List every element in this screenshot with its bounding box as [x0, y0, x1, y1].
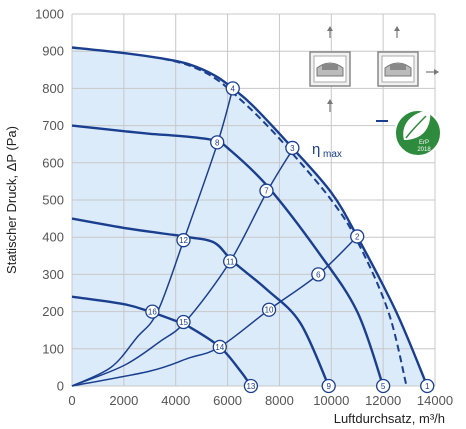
svg-text:7: 7	[264, 187, 269, 196]
y-tick-label: 300	[42, 267, 64, 282]
y-tick-label: 800	[42, 81, 64, 96]
erp-2018-badge: ErP 2018	[394, 109, 442, 157]
operating-point-12: 12	[176, 233, 191, 248]
svg-text:5: 5	[381, 382, 386, 391]
svg-text:2: 2	[355, 232, 360, 241]
operating-point-9: 9	[321, 378, 336, 394]
y-tick-labels: 0 100 200 300 400 500 600 700 800 900 1000	[35, 7, 64, 394]
y-tick-label: 600	[42, 155, 64, 170]
vertical-flow-fan-icon	[309, 26, 351, 112]
operating-point-7: 7	[259, 183, 274, 198]
x-tick-label: 4000	[161, 393, 190, 408]
svg-text:3: 3	[290, 144, 295, 153]
x-axis-title: Luftdurchsatz, m³/h	[334, 411, 445, 426]
svg-text:16: 16	[148, 308, 157, 317]
x-tick-label: 8000	[265, 393, 294, 408]
operating-point-15: 15	[176, 314, 191, 330]
eta-max-curve	[162, 57, 408, 387]
svg-text:1: 1	[425, 382, 430, 391]
operating-point-14: 14	[212, 339, 227, 355]
y-tick-label: 100	[42, 341, 64, 356]
svg-text:8: 8	[215, 138, 220, 147]
svg-text:11: 11	[226, 257, 235, 266]
operating-point-1: 1	[420, 378, 435, 394]
y-tick-label: 1000	[35, 7, 64, 22]
operating-point-4: 4	[225, 81, 240, 96]
svg-text:15: 15	[179, 318, 188, 327]
fan-curve	[71, 46, 429, 387]
operating-point-5: 5	[375, 378, 391, 394]
x-tick-label: 0	[68, 393, 75, 408]
fan-curve	[71, 217, 330, 387]
operating-point-13: 13	[243, 378, 259, 394]
operating-point-8: 8	[210, 135, 225, 150]
y-tick-label: 700	[42, 118, 64, 133]
svg-text:13: 13	[246, 382, 255, 391]
erp-badge-year: 2018	[417, 147, 431, 153]
eta-legend-symbol: η	[312, 141, 320, 158]
y-tick-label: 0	[57, 379, 64, 394]
operating-point-10: 10	[261, 302, 277, 317]
svg-text:10: 10	[265, 306, 274, 315]
svg-text:14: 14	[215, 343, 224, 352]
eta-max-legend: η max	[312, 120, 388, 160]
x-tick-label: 12000	[365, 393, 401, 408]
svg-text:9: 9	[326, 382, 331, 391]
svg-text:4: 4	[231, 84, 236, 93]
eta-legend-suffix: max	[323, 149, 342, 160]
x-tick-label: 14000	[417, 393, 453, 408]
y-tick-label: 500	[42, 193, 64, 208]
x-tick-label: 6000	[213, 393, 242, 408]
x-tick-label: 2000	[109, 393, 138, 408]
operating-point-6: 6	[311, 267, 326, 282]
x-tick-labels: 0 2000 4000 6000 8000 10000 12000 14000	[68, 393, 453, 408]
svg-text:12: 12	[179, 236, 188, 245]
erp-badge-label: ErP	[419, 140, 429, 146]
y-axis-title: Statischer Druck, ΔP (Pa)	[4, 126, 19, 274]
operating-point-16: 16	[145, 304, 160, 319]
operating-area-fill	[72, 47, 428, 386]
operating-point-3: 3	[285, 140, 300, 156]
y-tick-label: 400	[42, 230, 64, 245]
y-tick-label: 900	[42, 44, 64, 59]
y-tick-label: 200	[42, 304, 64, 319]
operating-point-11: 11	[223, 254, 238, 269]
horizontal-flow-fan-icon	[377, 26, 439, 87]
fan-unit-pictograms	[309, 26, 439, 112]
svg-text:6: 6	[316, 270, 321, 279]
x-tick-label: 10000	[313, 393, 349, 408]
operating-point-2: 2	[350, 229, 365, 244]
